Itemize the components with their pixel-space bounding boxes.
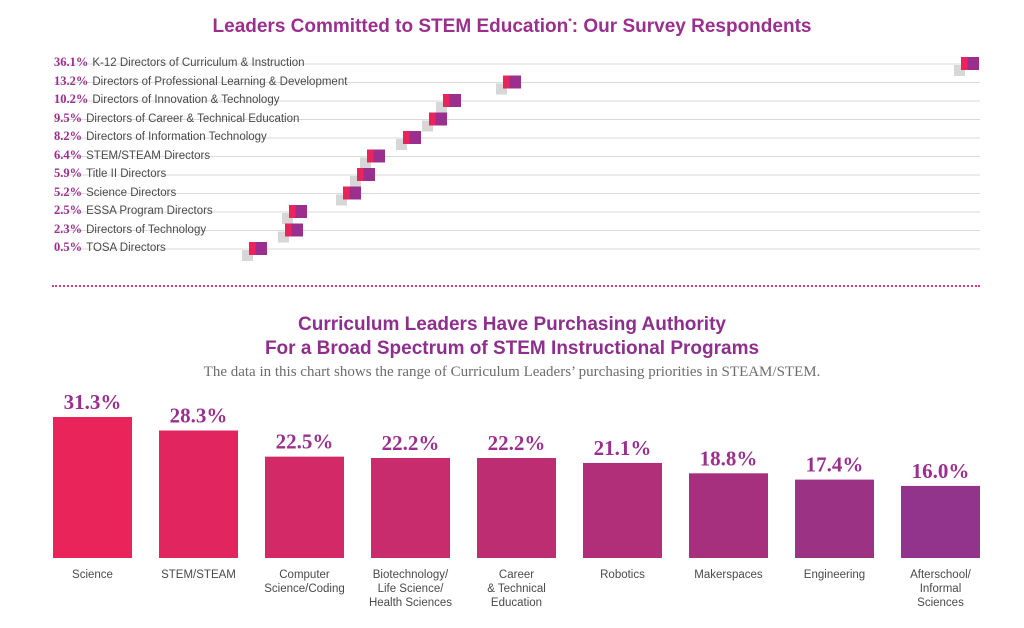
respondent-role: ESSA Program Directors: [86, 205, 213, 217]
respondent-percent: 9.5%: [54, 110, 83, 125]
respondent-percent: 5.9%: [54, 166, 83, 180]
respondent-role: K-12 Directors of Curriculum & Instructi…: [92, 57, 305, 69]
data-marker: [367, 149, 385, 163]
marker-shadow: [350, 176, 361, 187]
bar-category-label: Biotechnology/ Life Science/ Health Scie…: [368, 569, 453, 609]
bar-category-label: Afterschool/ Informal Sciences: [910, 569, 971, 609]
respondent-percent: 2.5%: [54, 203, 83, 217]
marker-shadow: [336, 194, 347, 206]
top-chart-title-mark: *: [568, 16, 572, 27]
respondent-role: Title II Directors: [86, 168, 167, 180]
bar: [477, 457, 556, 558]
bar-category-label: Science: [72, 569, 113, 581]
respondent-percent: 2.3%: [54, 221, 83, 236]
respondent-role: Directors of Professional Learning & Dev…: [92, 75, 348, 88]
data-marker: [343, 186, 361, 200]
respondent-row-label: 2.3% Directors of Technology: [54, 222, 206, 237]
bar-category-label: Career & Technical Education: [487, 569, 546, 609]
respondent-row-label: 2.5% ESSA Program Directors: [54, 203, 213, 218]
data-marker: [403, 131, 421, 144]
respondent-row-label: 10.2% Directors of Innovation & Technolog…: [54, 92, 279, 107]
top-chart-title: Leaders Committed to STEM Education*: Ou…: [0, 16, 1024, 38]
respondent-percent: 13.2%: [54, 73, 89, 88]
bar-category-label: Makerspaces: [694, 569, 763, 581]
bottom-chart-title-line2: For a Broad Spectrum of STEM Instruction…: [264, 338, 760, 359]
respondent-row-label: 36.1% K-12 Directors of Curriculum & Inst…: [54, 55, 305, 70]
respondent-role: Directors of Career & Technical Educatio…: [86, 112, 300, 125]
respondent-percent: 6.4%: [54, 147, 83, 162]
respondent-percent: 8.2%: [54, 129, 83, 143]
respondent-role: TOSA Directors: [86, 242, 166, 254]
bar-category-label: STEM/STEAM: [161, 569, 236, 581]
bar-value-label: 18.8%: [700, 446, 758, 470]
respondent-row-label: 6.4% STEM/STEAM Directors: [54, 148, 210, 163]
respondent-percent: 0.5%: [54, 240, 83, 254]
bar-value-label: 31.3%: [64, 390, 122, 414]
data-marker: [249, 242, 267, 255]
respondent-role: Directors of Information Technology: [86, 131, 267, 143]
top-chart-title-suffix: : Our Survey Respondents: [571, 16, 812, 37]
respondent-role: Directors of Innovation & Technology: [92, 94, 280, 106]
bar-category-label: Robotics: [600, 569, 645, 581]
bar-value-label: 21.1%: [594, 436, 652, 460]
top-chart-title-text: Leaders Committed to STEM Education: [212, 16, 569, 37]
respondent-row-label: 13.2% Directors of Professional Learning …: [54, 74, 347, 89]
section-divider: [52, 285, 980, 287]
marker-shadow: [954, 65, 965, 76]
respondent-row-label: 0.5% TOSA Directors: [54, 240, 166, 255]
marker-shadow: [422, 120, 433, 132]
bar: [689, 473, 768, 558]
bottom-chart-subtitle: The data in this chart shows the range o…: [203, 364, 821, 380]
bottom-chart-title-line1: Curriculum Leaders Have Purchasing Autho…: [298, 314, 726, 335]
marker-shadow: [496, 83, 507, 95]
respondent-row-label: 5.2% Science Directors: [54, 185, 176, 200]
marker-shadow: [436, 102, 447, 113]
respondent-percent: 10.2%: [54, 92, 89, 106]
bar: [159, 430, 238, 558]
respondent-percent: 36.1%: [54, 55, 89, 69]
respondent-row-label: 5.9% Title II Directors: [54, 166, 166, 181]
bar: [583, 462, 662, 558]
data-marker: [961, 57, 979, 70]
marker-shadow: [242, 250, 253, 261]
respondent-row-label: 9.5% Directors of Career & Technical Educ…: [54, 111, 299, 126]
respondent-percent: 5.2%: [54, 184, 83, 199]
bar: [795, 479, 874, 558]
respondent-role: STEM/STEAM Directors: [86, 149, 211, 162]
bar-value-label: 16.0%: [912, 459, 970, 483]
data-marker: [289, 205, 307, 218]
marker-shadow: [282, 213, 293, 224]
respondent-row-label: 8.2% Directors of Information Technology: [54, 129, 267, 144]
bar-value-label: 28.3%: [170, 404, 228, 428]
bar-value-label: 22.2%: [382, 431, 440, 455]
data-marker: [357, 168, 375, 181]
bar-value-label: 22.2%: [488, 431, 546, 455]
respondent-role: Science Directors: [86, 186, 177, 199]
bar-value-label: 22.5%: [276, 430, 334, 454]
bar-category-label: Computer Science/Coding: [264, 569, 345, 595]
marker-shadow: [396, 139, 407, 150]
bar: [53, 417, 132, 558]
data-marker: [285, 223, 303, 237]
bar-category-label: Engineering: [803, 569, 866, 581]
data-marker: [429, 112, 447, 126]
bar: [371, 457, 450, 558]
respondent-role: Directors of Technology: [86, 223, 207, 236]
marker-shadow: [278, 231, 289, 243]
data-marker: [443, 94, 461, 107]
marker-shadow: [360, 157, 371, 169]
data-marker: [503, 75, 521, 89]
bar: [901, 485, 980, 558]
bottom-chart-title: Curriculum Leaders Have Purchasing Autho…: [0, 313, 1024, 361]
bar-value-label: 17.4%: [806, 453, 864, 477]
bar: [265, 456, 344, 558]
